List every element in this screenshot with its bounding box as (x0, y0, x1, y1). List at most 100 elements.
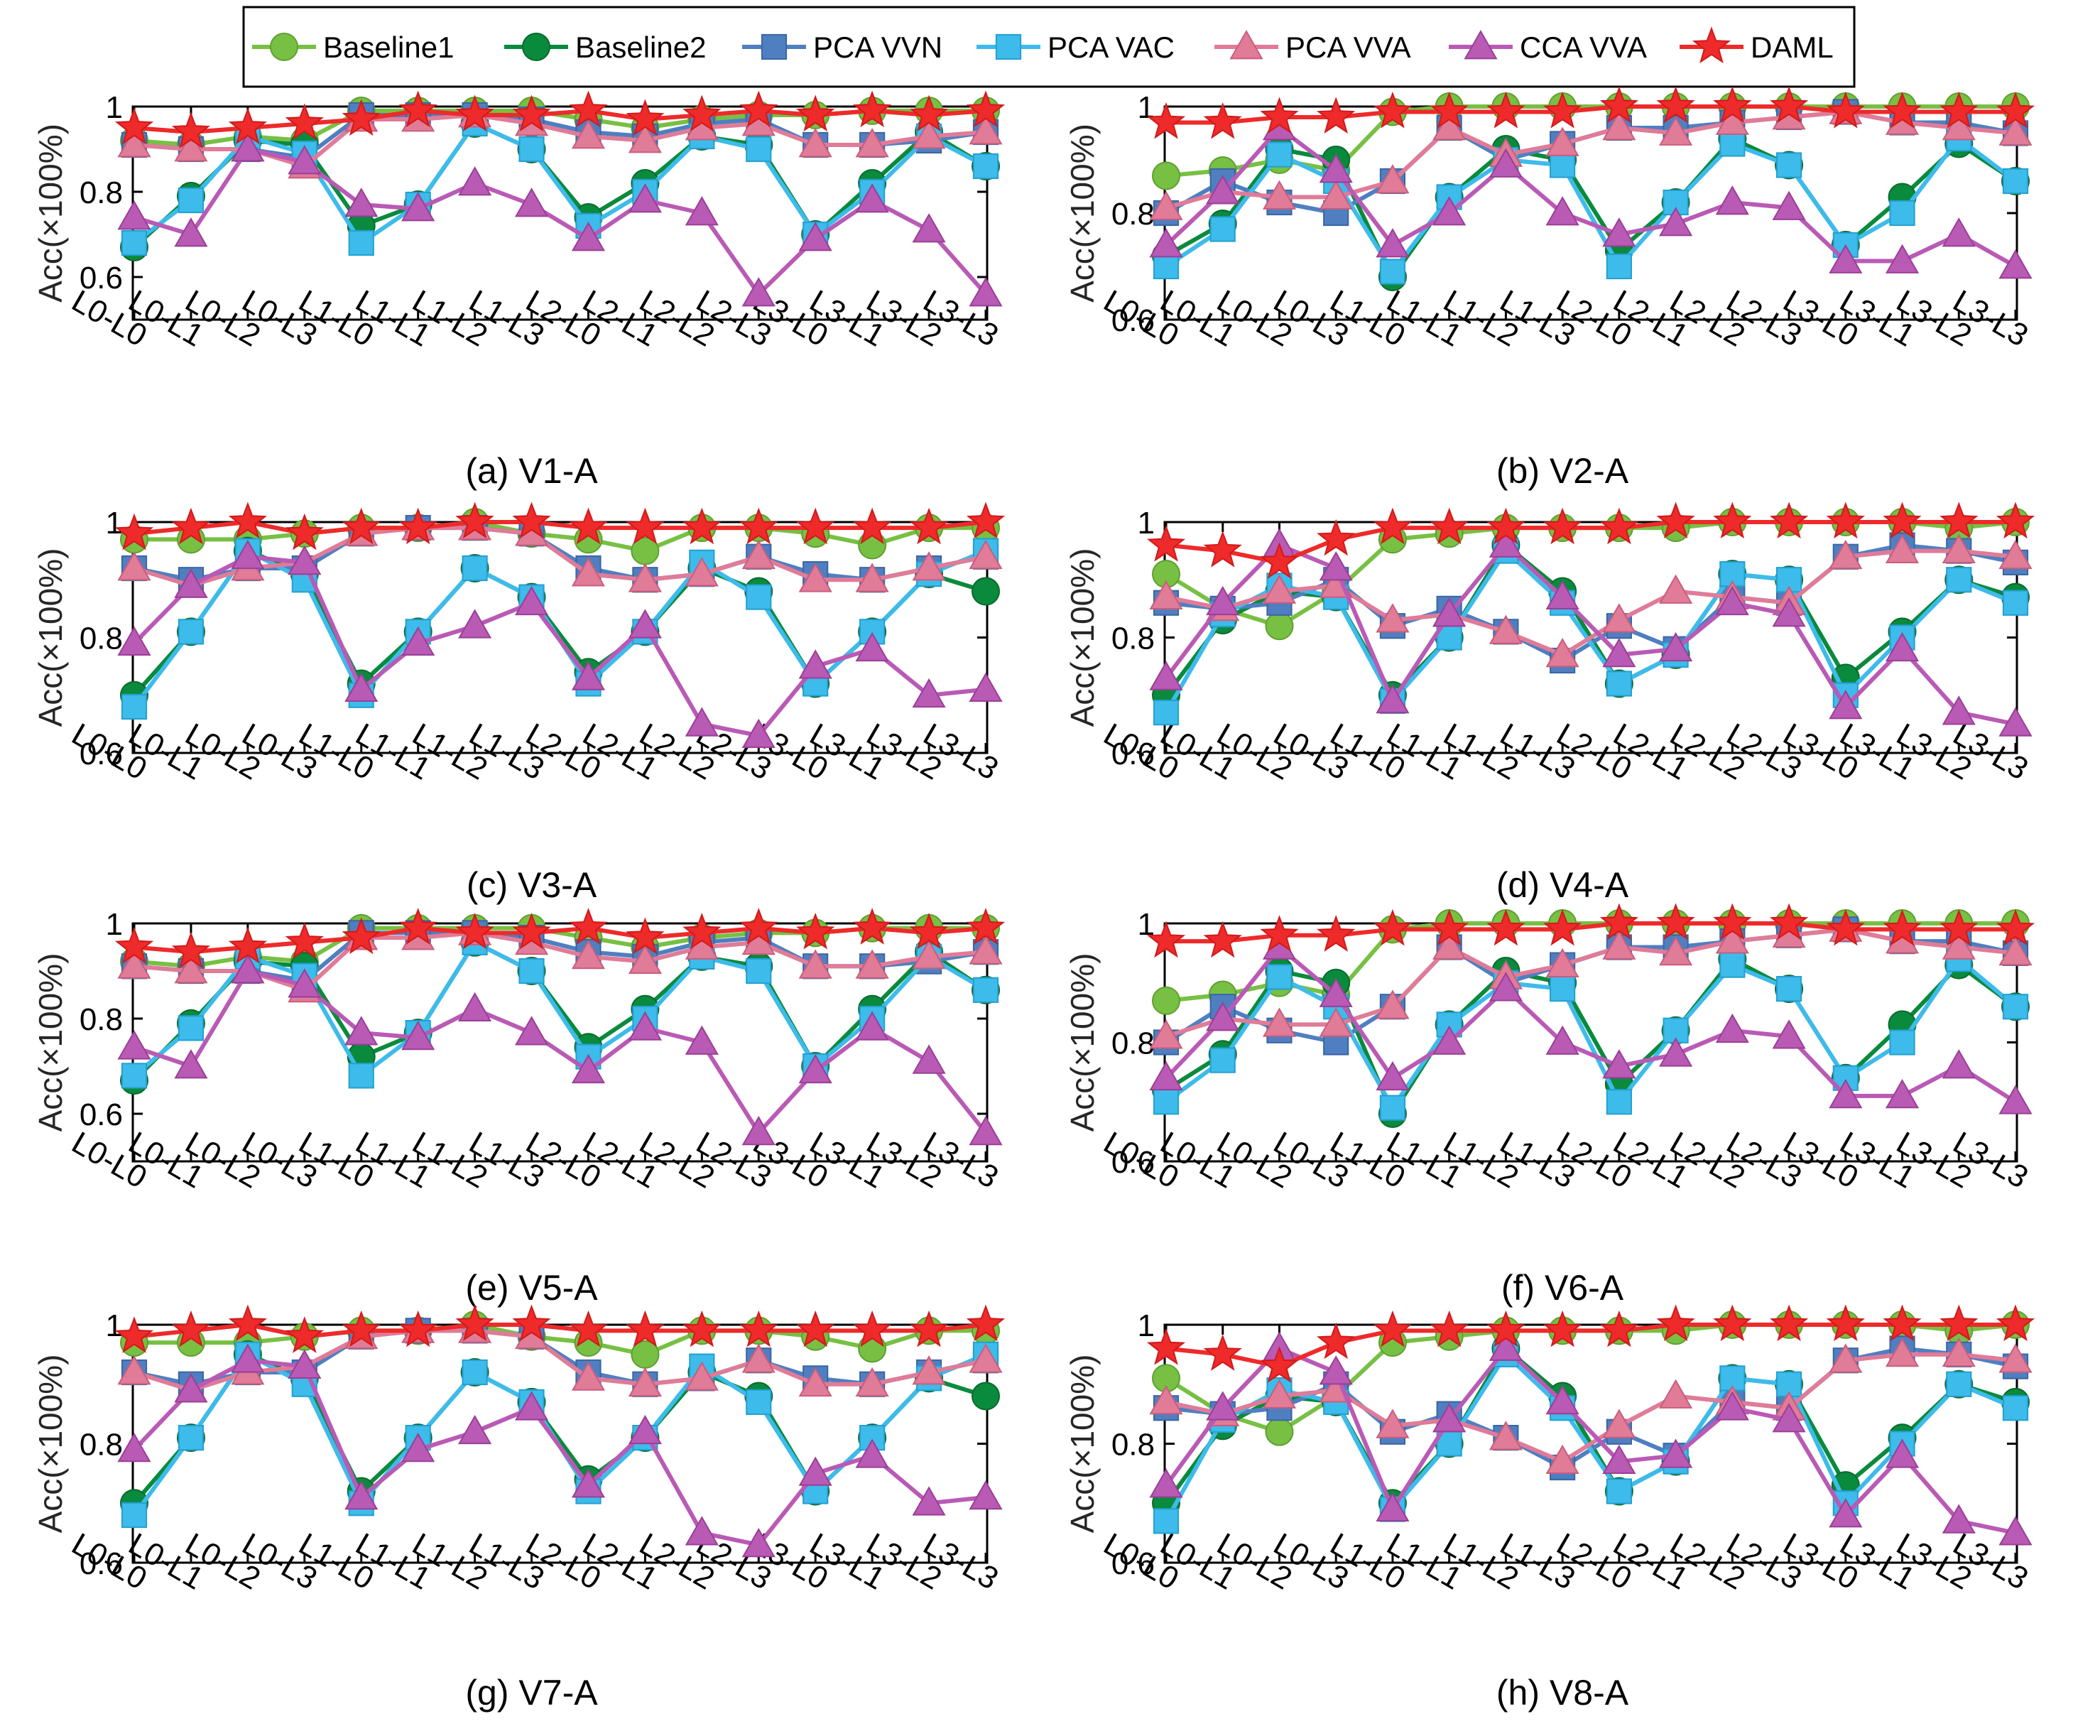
data-point-cca-vva (628, 183, 662, 213)
data-point-cca-vva (1545, 1025, 1579, 1055)
data-point-cca-vva (1772, 190, 1806, 220)
legend-entry-pca-vva: PCA VVA (1214, 30, 1411, 64)
y-tick-label: 0.8 (80, 1002, 123, 1037)
series-line-cca-vva (1164, 126, 2017, 268)
data-point-pca-vva (1998, 116, 2033, 146)
data-point-cca-vva (1602, 217, 1636, 247)
data-point-daml (1317, 519, 1356, 556)
data-point-pca-vva (117, 949, 151, 979)
data-point-cca-vva (288, 145, 322, 175)
data-point-daml (171, 1310, 211, 1347)
data-point-baseline1 (1265, 1417, 1294, 1446)
series-line-pca-vva (1165, 109, 2016, 210)
data-point-daml (285, 922, 324, 959)
data-point-cca-vva (969, 1115, 1003, 1146)
data-point-pca-vva (1149, 580, 1183, 610)
panel-caption: (h) V8-A (1496, 1673, 1629, 1713)
data-point-daml (1430, 1310, 1469, 1347)
data-point-pca-vva (969, 935, 1003, 965)
data-point-daml (739, 1310, 778, 1347)
data-point-cca-vva (401, 626, 435, 656)
data-point-cca-vva (571, 1053, 606, 1084)
data-point-daml (1769, 903, 1809, 940)
data-point-pca-vac (1550, 152, 1576, 178)
data-point-daml (1486, 507, 1525, 545)
data-point-daml (1146, 921, 1186, 958)
data-point-cca-vva (1376, 1492, 1410, 1522)
legend-label-baseline1: Baseline1 (323, 31, 454, 64)
data-point-daml (569, 908, 608, 945)
data-point-pca-vac (1775, 152, 1802, 178)
data-point-cca-vva (1432, 1403, 1467, 1433)
data-point-pca-vac (1606, 253, 1632, 280)
series-daml (1146, 1304, 2035, 1383)
data-point-pca-vva (1602, 603, 1636, 633)
data-point-daml (1996, 91, 2035, 129)
series-line-pca-vvn (134, 1328, 986, 1387)
series-line-daml (1165, 1323, 2015, 1369)
data-point-cca-vva (1772, 1019, 1806, 1049)
data-point-daml (1146, 525, 1186, 562)
data-point-pca-vva (912, 119, 946, 149)
data-point-cca-vva (514, 585, 549, 616)
data-point-pca-vva (1432, 111, 1467, 141)
data-point-daml (1260, 1346, 1299, 1383)
y-axis-label: Acc(×100%) (1064, 548, 1101, 727)
series-line-pca-vva (1165, 1352, 2016, 1464)
y-tick-label: 1 (106, 907, 123, 942)
data-point-pca-vva (1998, 1343, 2033, 1373)
series-line-daml (134, 926, 986, 955)
legend-entry-baseline2: Baseline2 (504, 31, 706, 64)
series-line-pca-vvn (134, 526, 986, 582)
data-point-pca-vva (969, 1343, 1003, 1373)
data-point-cca-vva (855, 631, 889, 662)
data-point-pca-vac (972, 153, 999, 180)
data-point-daml (455, 912, 494, 950)
data-point-daml (966, 1304, 1006, 1342)
data-point-pca-vva (1829, 539, 1863, 570)
data-point-pca-vva (912, 1355, 946, 1385)
data-point-cca-vva (1942, 1504, 1976, 1534)
data-point-pca-vva (798, 563, 832, 592)
data-point-cca-vva (1829, 1079, 1863, 1109)
legend-label-pca-vvn: PCA VVN (813, 31, 942, 64)
data-point-cca-vva (798, 1053, 832, 1084)
data-point-baseline1 (1152, 161, 1180, 190)
y-tick-label: 1 (1138, 1308, 1155, 1343)
y-tick-label: 0.8 (1111, 197, 1155, 232)
data-point-cca-vva (1432, 597, 1467, 627)
data-point-daml (114, 926, 154, 964)
legend: Baseline1 Baseline2 PCA VVN PCA VAC PCA VVA C… (242, 6, 1856, 88)
y-tick-label: 1 (106, 506, 123, 541)
data-point-cca-vva (288, 1349, 322, 1379)
data-point-cca-vva (1206, 585, 1240, 616)
data-point-daml (852, 908, 892, 945)
y-axis-label: Acc(×100%) (1064, 124, 1101, 303)
data-point-pca-vva (571, 557, 606, 587)
data-point-cca-vva (969, 672, 1003, 702)
legend-entry-cca-vva: CCA VVA (1449, 30, 1647, 64)
y-tick-label: 0.8 (80, 175, 123, 210)
data-point-cca-vva (288, 546, 322, 575)
data-point-pca-vva (1715, 924, 1749, 954)
data-point-cca-vva (1489, 148, 1523, 178)
data-point-daml (1599, 1310, 1639, 1347)
data-point-pca-vva (741, 539, 776, 570)
data-point-cca-vva (401, 1020, 435, 1051)
data-point-pca-vva (1376, 1409, 1410, 1438)
data-point-daml (171, 931, 211, 969)
data-point-pca-vac (178, 1015, 205, 1041)
data-point-daml (966, 501, 1006, 539)
series-line-cca-vva (134, 969, 988, 1135)
data-point-cca-vva (1149, 661, 1183, 690)
data-point-daml (398, 1310, 437, 1347)
data-point-daml (569, 1310, 608, 1347)
panel-h-v8-a: 0.60.81L0-L0L0-L1L0-L2L0-L3L1-L0L1-L1L1-… (1064, 1304, 2035, 1713)
data-point-baseline2 (972, 1382, 1000, 1411)
data-point-daml (682, 507, 722, 545)
legend-marker-cca-vva (1464, 30, 1498, 60)
data-point-daml (1260, 915, 1299, 952)
legend-marker-baseline2 (522, 33, 550, 61)
data-point-daml (512, 912, 551, 950)
series-cca-vva (117, 1343, 1003, 1558)
